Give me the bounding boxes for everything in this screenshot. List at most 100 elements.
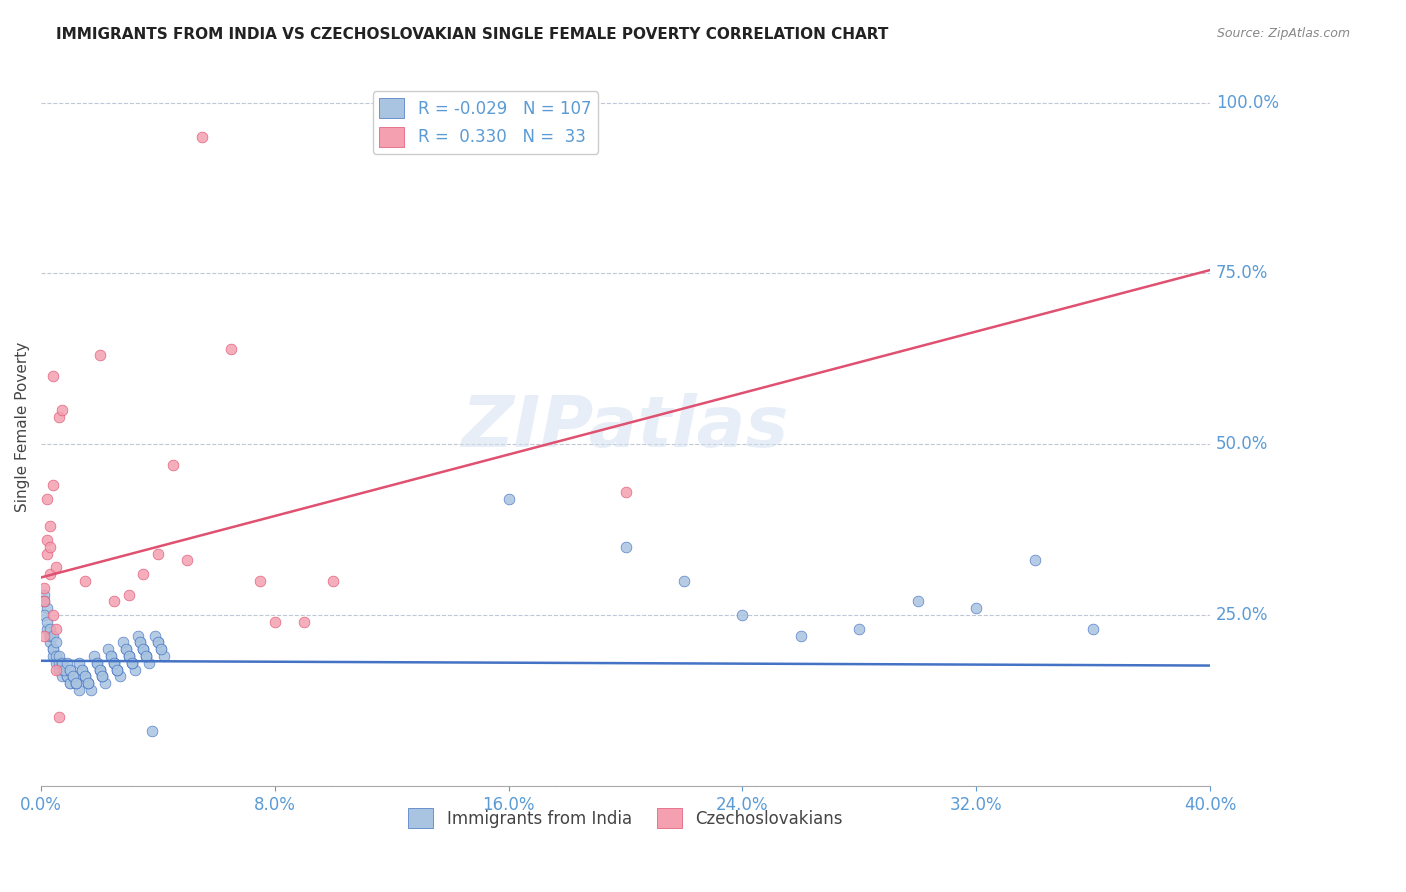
Point	[45, 648, 67, 663]
Point	[124, 663, 146, 677]
Point	[135, 648, 157, 663]
Point	[53, 663, 76, 677]
Point	[907, 594, 929, 608]
Point	[105, 663, 128, 677]
Legend: Immigrants from India, Czechoslovakians: Immigrants from India, Czechoslovakians	[402, 801, 849, 835]
Point	[32, 607, 55, 622]
Point	[35, 622, 58, 636]
Point	[86, 656, 108, 670]
Point	[42, 642, 65, 657]
Text: 100.0%: 100.0%	[1216, 94, 1279, 112]
Point	[673, 574, 696, 588]
Point	[146, 635, 169, 649]
Point	[38, 567, 60, 582]
Point	[56, 669, 79, 683]
Point	[97, 642, 120, 657]
Point	[89, 663, 111, 677]
Point	[91, 669, 114, 683]
Point	[132, 642, 155, 657]
Point	[65, 676, 87, 690]
Point	[121, 656, 143, 670]
Point	[62, 669, 84, 683]
Point	[111, 635, 134, 649]
Point	[48, 710, 70, 724]
Point	[219, 342, 242, 356]
Point	[115, 642, 138, 657]
Point	[89, 348, 111, 362]
Point	[38, 540, 60, 554]
Point	[51, 656, 73, 670]
Point	[38, 622, 60, 636]
Point	[91, 669, 114, 683]
Point	[498, 491, 520, 506]
Point	[73, 669, 96, 683]
Point	[45, 663, 67, 677]
Point	[38, 628, 60, 642]
Point	[129, 635, 152, 649]
Point	[105, 663, 128, 677]
Point	[264, 615, 287, 629]
Point	[614, 485, 637, 500]
Point	[59, 663, 82, 677]
Point	[132, 567, 155, 582]
Point	[76, 676, 98, 690]
Point	[56, 656, 79, 670]
Point	[56, 669, 79, 683]
Point	[45, 656, 67, 670]
Point	[132, 642, 155, 657]
Point	[42, 478, 65, 492]
Point	[118, 648, 141, 663]
Point	[94, 676, 117, 690]
Point	[62, 669, 84, 683]
Point	[35, 547, 58, 561]
Point	[138, 656, 160, 670]
Point	[45, 622, 67, 636]
Point	[292, 615, 315, 629]
Point	[67, 656, 90, 670]
Point	[141, 724, 163, 739]
Point	[127, 628, 149, 642]
Point	[48, 663, 70, 677]
Point	[848, 622, 870, 636]
Point	[146, 547, 169, 561]
Point	[118, 648, 141, 663]
Point	[51, 669, 73, 683]
Point	[100, 648, 122, 663]
Point	[965, 601, 987, 615]
Point	[121, 656, 143, 670]
Point	[42, 628, 65, 642]
Point	[53, 663, 76, 677]
Point	[70, 663, 93, 677]
Point	[45, 560, 67, 574]
Point	[103, 594, 125, 608]
Text: 75.0%: 75.0%	[1216, 264, 1268, 283]
Point	[89, 663, 111, 677]
Point	[249, 574, 271, 588]
Point	[1024, 553, 1046, 567]
Point	[32, 587, 55, 601]
Point	[103, 656, 125, 670]
Y-axis label: Single Female Poverty: Single Female Poverty	[15, 342, 30, 512]
Point	[76, 676, 98, 690]
Point	[76, 676, 98, 690]
Point	[118, 587, 141, 601]
Point	[105, 663, 128, 677]
Point	[32, 594, 55, 608]
Point	[103, 656, 125, 670]
Point	[42, 642, 65, 657]
Point	[153, 648, 176, 663]
Text: Source: ZipAtlas.com: Source: ZipAtlas.com	[1216, 27, 1350, 40]
Point	[70, 663, 93, 677]
Point	[1083, 622, 1105, 636]
Point	[322, 574, 344, 588]
Point	[35, 615, 58, 629]
Point	[51, 656, 73, 670]
Point	[103, 656, 125, 670]
Point	[91, 669, 114, 683]
Point	[35, 491, 58, 506]
Point	[65, 676, 87, 690]
Point	[121, 656, 143, 670]
Point	[48, 656, 70, 670]
Point	[132, 642, 155, 657]
Point	[67, 683, 90, 698]
